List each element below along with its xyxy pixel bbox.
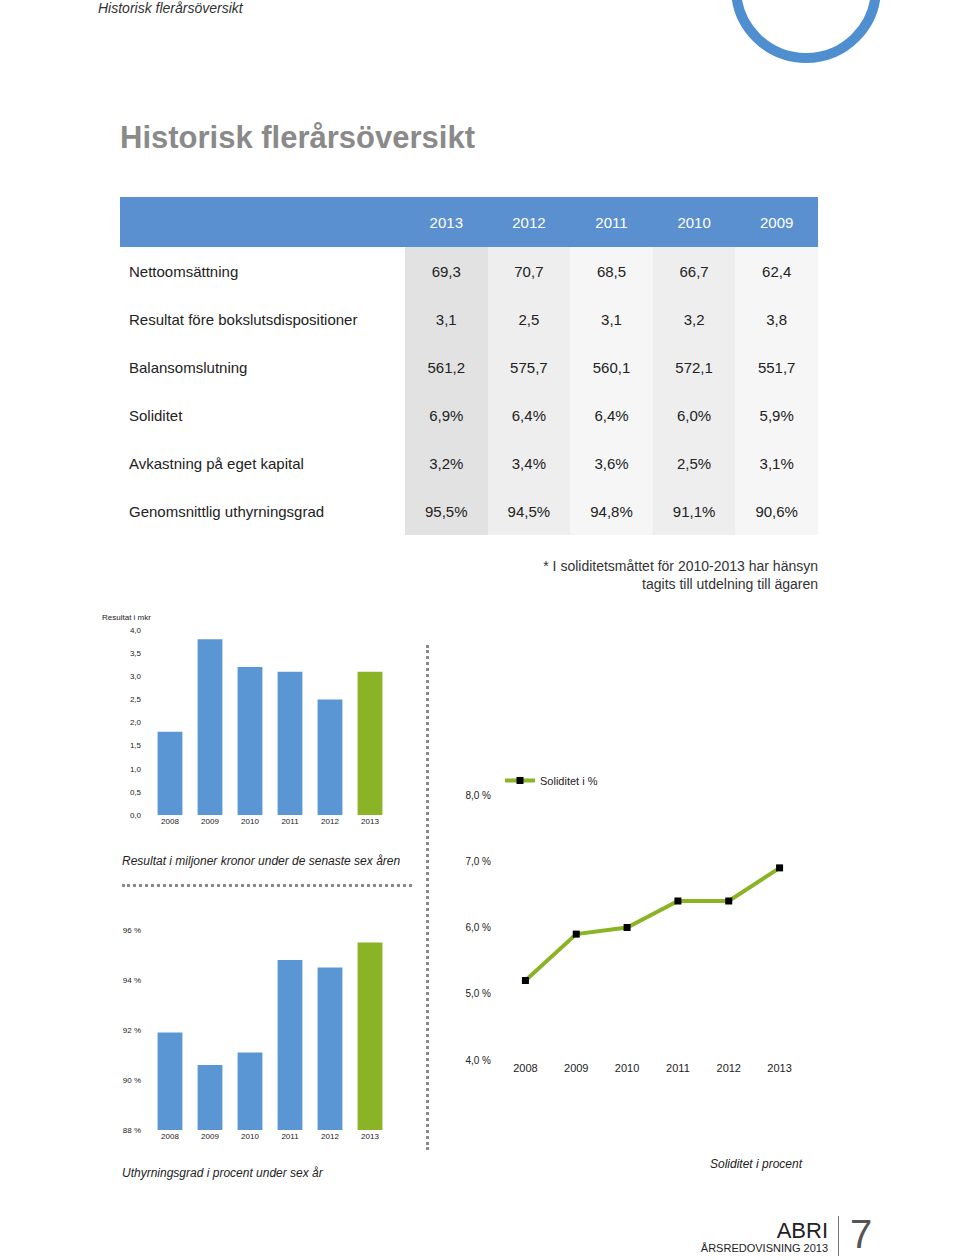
svg-text:96 %: 96 % xyxy=(123,926,141,935)
html-text:2011: 2011 xyxy=(595,213,628,231)
html-text:Genomsnittlig uthyrningsgrad: Genomsnittlig uthyrningsgrad xyxy=(129,502,325,520)
html-text:3,1: 3,1 xyxy=(435,310,457,328)
html-text:3,8: 3,8 xyxy=(766,310,788,328)
html-text:3,1: 3,1 xyxy=(601,310,622,328)
svg-text:Resultat i mkr: Resultat i mkr xyxy=(102,613,151,622)
svg-text:Soliditet i procent: Soliditet i procent xyxy=(710,1157,803,1171)
html-text:2013: 2013 xyxy=(429,213,463,231)
html-text:ÅRSREDOVISNING 2013: ÅRSREDOVISNING 2013 xyxy=(700,1242,828,1254)
html-text:94,8%: 94,8% xyxy=(590,502,633,520)
html-text:561,2: 561,2 xyxy=(427,358,466,376)
svg-text:5,0 %: 5,0 % xyxy=(465,988,491,999)
svg-text:2013: 2013 xyxy=(361,1132,379,1141)
svg-text:94 %: 94 % xyxy=(123,976,141,985)
html-text:ABRI: ABRI xyxy=(776,1218,828,1243)
html-text:68,5: 68,5 xyxy=(596,262,627,280)
html-text:3,1%: 3,1% xyxy=(759,454,794,472)
svg-text:0,0: 0,0 xyxy=(130,811,142,820)
html-text:66,7: 66,7 xyxy=(679,262,709,280)
svg-text:2009: 2009 xyxy=(201,1132,219,1141)
html-text:3,4%: 3,4% xyxy=(511,454,546,472)
svg-text:8,0 %: 8,0 % xyxy=(465,790,491,801)
html-text:Historisk flerårsöversikt: Historisk flerårsöversikt xyxy=(98,0,243,16)
html-text:* I soliditetsmåttet för 2010-: * I soliditetsmåttet för 2010-2013 har h… xyxy=(543,558,818,574)
html-text:2012: 2012 xyxy=(512,213,546,231)
svg-text:2009: 2009 xyxy=(201,817,219,826)
svg-text:2010: 2010 xyxy=(241,1132,259,1141)
html-text:95,5%: 95,5% xyxy=(425,502,468,520)
svg-text:1,0: 1,0 xyxy=(130,765,142,774)
svg-text:4,0 %: 4,0 % xyxy=(465,1055,491,1066)
svg-text:Resultat i miljoner kronor und: Resultat i miljoner kronor under de sena… xyxy=(122,854,400,868)
html-text:Soliditet: Soliditet xyxy=(129,406,183,424)
svg-text:Uthyrningsgrad i procent under: Uthyrningsgrad i procent under sex år xyxy=(122,1166,324,1180)
html-text:tagits till utdelning till äga: tagits till utdelning till ägaren xyxy=(642,576,818,592)
html-text:3,2: 3,2 xyxy=(683,310,705,328)
svg-text:2,5: 2,5 xyxy=(130,695,142,704)
html-text:560,1: 560,1 xyxy=(592,358,631,376)
svg-text:2008: 2008 xyxy=(161,1132,179,1141)
html-text:Balansomslutning: Balansomslutning xyxy=(129,358,248,376)
html-text:91,1%: 91,1% xyxy=(672,502,716,520)
svg-text:4,0: 4,0 xyxy=(130,626,142,635)
svg-text:2012: 2012 xyxy=(321,1132,339,1141)
html-text:94,5%: 94,5% xyxy=(507,502,551,520)
html-text:2010: 2010 xyxy=(677,213,711,231)
html-text:Avkastning på eget kapital: Avkastning på eget kapital xyxy=(129,454,304,472)
html-text:Resultat före bokslutsdisposit: Resultat före bokslutsdispositioner xyxy=(129,310,358,328)
html-text:2,5%: 2,5% xyxy=(677,454,712,472)
html-text:2,5: 2,5 xyxy=(518,310,540,328)
svg-text:2009: 2009 xyxy=(564,1062,588,1074)
svg-text:2011: 2011 xyxy=(666,1062,690,1074)
svg-text:88 %: 88 % xyxy=(123,1126,141,1135)
html-text:551,7: 551,7 xyxy=(757,358,796,376)
svg-text:7,0 %: 7,0 % xyxy=(465,856,491,867)
svg-text:90 %: 90 % xyxy=(123,1076,141,1085)
svg-text:2008: 2008 xyxy=(161,817,179,826)
html-text:5,9%: 5,9% xyxy=(759,406,794,424)
svg-text:2011: 2011 xyxy=(281,1132,299,1141)
svg-text:2010: 2010 xyxy=(615,1062,639,1074)
html-text:2009: 2009 xyxy=(760,213,794,231)
svg-text:2012: 2012 xyxy=(717,1062,741,1074)
svg-text:0,5: 0,5 xyxy=(130,788,142,797)
svg-text:3,5: 3,5 xyxy=(130,649,142,658)
html-text:575,7: 575,7 xyxy=(510,358,548,376)
html-text:7: 7 xyxy=(850,1212,873,1256)
svg-text:2013: 2013 xyxy=(767,1062,791,1074)
svg-text:Soliditet i %: Soliditet i % xyxy=(540,775,598,787)
svg-text:3,0: 3,0 xyxy=(130,672,142,681)
svg-text:2008: 2008 xyxy=(513,1062,537,1074)
html-text:6,0%: 6,0% xyxy=(677,406,712,424)
html-text:70,7: 70,7 xyxy=(514,262,544,280)
svg-text:2,0: 2,0 xyxy=(130,718,142,727)
svg-text:1,5: 1,5 xyxy=(130,741,142,750)
html-text:6,4%: 6,4% xyxy=(594,406,629,424)
html-text:3,2%: 3,2% xyxy=(429,454,464,472)
svg-text:2012: 2012 xyxy=(321,817,339,826)
html-text:62,4: 62,4 xyxy=(762,262,792,280)
html-text:Historisk flerårsöversikt: Historisk flerårsöversikt xyxy=(120,120,475,155)
svg-text:2013: 2013 xyxy=(361,817,379,826)
html-text:Nettoomsättning: Nettoomsättning xyxy=(129,262,239,280)
svg-text:2010: 2010 xyxy=(241,817,259,826)
html-text:6,4%: 6,4% xyxy=(511,406,546,424)
svg-text:92 %: 92 % xyxy=(123,1026,141,1035)
html-text:69,3: 69,3 xyxy=(431,262,461,280)
svg-text:6,0 %: 6,0 % xyxy=(465,922,491,933)
html-text:572,1: 572,1 xyxy=(675,358,713,376)
svg-text:2011: 2011 xyxy=(281,817,299,826)
html-text:90,6%: 90,6% xyxy=(755,502,798,520)
html-text:6,9%: 6,9% xyxy=(429,406,464,424)
html-text:3,6%: 3,6% xyxy=(594,454,629,472)
